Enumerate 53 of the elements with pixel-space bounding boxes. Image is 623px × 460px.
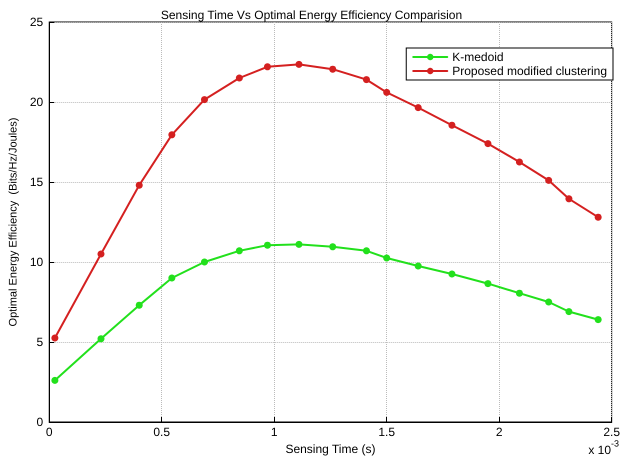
point	[383, 88, 390, 96]
point	[264, 242, 271, 249]
point	[484, 280, 492, 288]
point	[516, 158, 523, 166]
point	[414, 104, 422, 112]
y-axis-title: Optimal Energy Efficiency (Bits/Hz/Joules)	[8, 118, 20, 326]
y-tick-label: 20	[30, 95, 44, 109]
point	[236, 74, 243, 82]
point	[329, 243, 336, 250]
point	[295, 240, 302, 248]
point	[362, 76, 370, 84]
legend-label: Proposed modified clustering	[452, 64, 608, 78]
legend-label: K-medoid	[452, 50, 504, 64]
point	[264, 63, 271, 70]
point	[295, 60, 302, 68]
point	[136, 182, 143, 189]
point	[51, 376, 58, 384]
point	[594, 316, 602, 324]
point	[200, 96, 208, 104]
point	[448, 122, 456, 129]
point	[448, 270, 456, 278]
x-tick-label: 1.5	[378, 425, 396, 439]
y-tick-label: 5	[36, 335, 44, 349]
y-tick-label: 25	[30, 15, 44, 29]
x-tick-label: 0.5	[153, 425, 170, 439]
point	[136, 302, 143, 309]
point	[484, 140, 492, 148]
point	[516, 290, 523, 297]
x-tick-label: 1	[270, 425, 278, 439]
point	[565, 195, 572, 202]
point	[545, 176, 552, 184]
point	[594, 214, 602, 221]
point	[168, 274, 176, 282]
x-axis-title: Sensing Time (s)	[285, 442, 376, 456]
point	[236, 247, 243, 254]
point	[200, 258, 208, 266]
point	[362, 247, 370, 254]
point	[383, 254, 390, 262]
point	[329, 66, 336, 73]
y-tick-label: 10	[30, 255, 44, 269]
y-tick-label: 0	[36, 415, 44, 429]
point	[414, 262, 422, 270]
point	[97, 335, 104, 342]
x-tick-label: 2	[496, 425, 503, 439]
x-tick-label: 2.5	[603, 425, 620, 439]
point	[545, 298, 552, 306]
chart-title: Sensing Time Vs Optimal Energy Efficiency Comparision	[160, 8, 462, 22]
point	[97, 250, 104, 258]
x-tick-label: 0	[46, 425, 53, 439]
point	[51, 334, 58, 342]
point	[168, 131, 176, 138]
y-tick-label: 15	[30, 175, 44, 189]
point	[565, 308, 572, 316]
